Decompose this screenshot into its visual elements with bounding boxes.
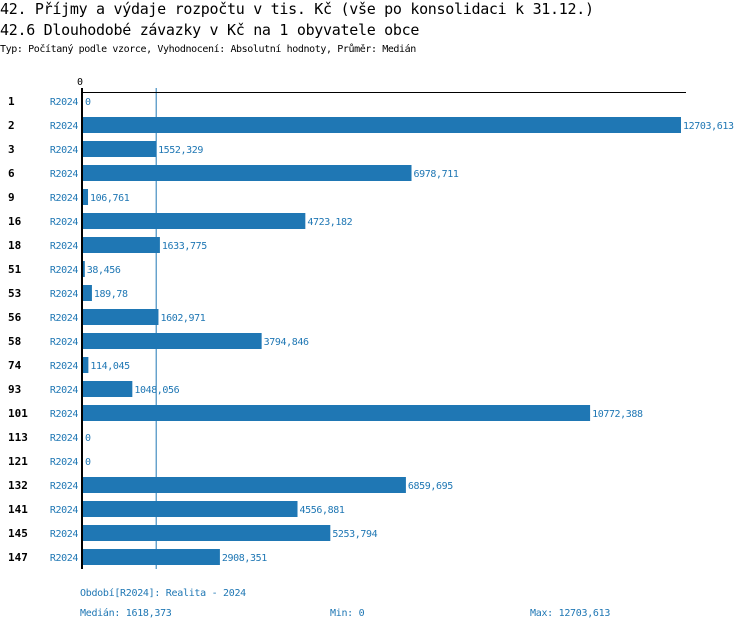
- footer-min: Min: 0: [330, 608, 365, 619]
- bar: [83, 381, 133, 397]
- value-label: 106,761: [90, 193, 130, 204]
- period-label: R2024: [50, 457, 78, 468]
- period-label: R2024: [50, 145, 78, 156]
- value-label: 5253,794: [332, 529, 377, 540]
- period-label: R2024: [50, 481, 78, 492]
- category-label: 6: [8, 167, 15, 180]
- bar: [83, 237, 160, 253]
- bar: [83, 213, 306, 229]
- value-label: 0: [85, 457, 91, 468]
- bar: [83, 285, 92, 301]
- category-label: 101: [8, 407, 28, 420]
- period-label: R2024: [50, 313, 78, 324]
- category-label: 3: [8, 143, 15, 156]
- value-label: 4723,182: [307, 217, 352, 228]
- value-label: 189,78: [94, 289, 128, 300]
- bar: [83, 525, 331, 541]
- period-label: R2024: [50, 553, 78, 564]
- category-label: 145: [8, 527, 28, 540]
- footer-max: Max: 12703,613: [530, 608, 611, 619]
- period-label: R2024: [50, 97, 78, 108]
- value-label: 1048,056: [134, 385, 179, 396]
- category-label: 58: [8, 335, 21, 348]
- value-label: 1552,329: [158, 145, 203, 156]
- period-label: R2024: [50, 337, 78, 348]
- period-label: R2024: [50, 361, 78, 372]
- bar: [83, 333, 262, 349]
- period-label: R2024: [50, 169, 78, 180]
- bar: [83, 309, 159, 325]
- value-label: 10772,388: [592, 409, 643, 420]
- bar: [83, 165, 412, 181]
- bar: [83, 117, 681, 133]
- value-label: 6859,695: [408, 481, 453, 492]
- category-label: 147: [8, 551, 28, 564]
- bar: [83, 405, 591, 421]
- value-label: 12703,613: [683, 121, 734, 132]
- period-label: R2024: [50, 193, 78, 204]
- period-label: R2024: [50, 505, 78, 516]
- category-label: 9: [8, 191, 15, 204]
- category-label: 74: [8, 359, 22, 372]
- period-label: R2024: [50, 529, 78, 540]
- bar: [83, 501, 298, 517]
- chart-title: 42. Příjmy a výdaje rozpočtu v tis. Kč (…: [0, 0, 594, 18]
- bar: [83, 549, 220, 565]
- value-label: 6978,711: [414, 169, 459, 180]
- period-label: R2024: [50, 433, 78, 444]
- x-tick-label: 0: [77, 77, 83, 88]
- category-label: 53: [8, 287, 21, 300]
- period-label: R2024: [50, 289, 78, 300]
- category-label: 93: [8, 383, 21, 396]
- type-line: Typ: Počítaný podle vzorce, Vyhodnocení:…: [0, 44, 416, 55]
- category-label: 113: [8, 431, 28, 444]
- period-label: R2024: [50, 385, 78, 396]
- value-label: 0: [85, 97, 91, 108]
- category-label: 51: [8, 263, 22, 276]
- category-label: 121: [8, 455, 28, 468]
- bar: [83, 261, 85, 277]
- value-label: 38,456: [87, 265, 121, 276]
- period-label: R2024: [50, 409, 78, 420]
- value-label: 114,045: [90, 361, 130, 372]
- footer-median: Medián: 1618,373: [80, 608, 172, 619]
- period-label: R2024: [50, 121, 78, 132]
- value-label: 2908,351: [222, 553, 267, 564]
- category-label: 18: [8, 239, 21, 252]
- period-label: R2024: [50, 241, 78, 252]
- period-label: R2024: [50, 265, 78, 276]
- bar: [83, 189, 89, 205]
- value-label: 0: [85, 433, 91, 444]
- bar: [83, 357, 89, 373]
- category-label: 141: [8, 503, 28, 516]
- value-label: 4556,881: [300, 505, 345, 516]
- chart-subtitle: 42.6 Dlouhodobé závazky v Kč na 1 obyvat…: [0, 21, 420, 39]
- category-label: 132: [8, 479, 28, 492]
- value-label: 1602,971: [160, 313, 205, 324]
- category-label: 1: [8, 95, 15, 108]
- category-label: 2: [8, 119, 15, 132]
- footer-period: Období[R2024]: Realita - 2024: [80, 588, 246, 599]
- value-label: 1633,775: [162, 241, 207, 252]
- category-label: 56: [8, 311, 22, 324]
- bar: [83, 477, 406, 493]
- period-label: R2024: [50, 217, 78, 228]
- bar: [83, 141, 157, 157]
- category-label: 16: [8, 215, 22, 228]
- value-label: 3794,846: [264, 337, 309, 348]
